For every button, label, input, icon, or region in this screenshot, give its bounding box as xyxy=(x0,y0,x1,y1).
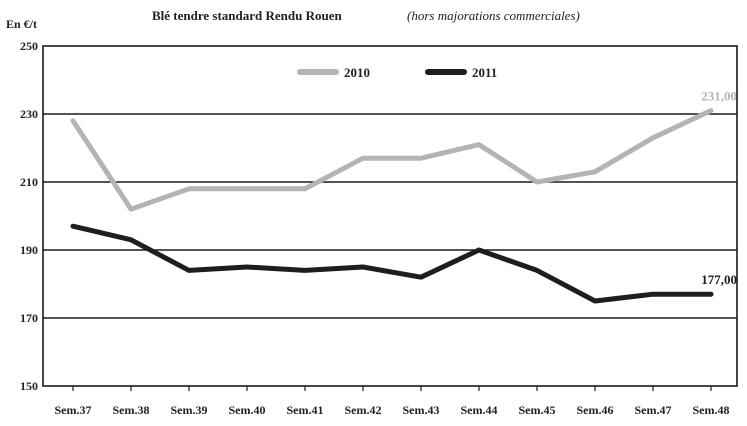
x-tick-label-11: Sem.48 xyxy=(693,403,730,417)
y-tick-label-190: 190 xyxy=(20,243,38,257)
x-tick-label-6: Sem.43 xyxy=(403,403,440,417)
data-point-2010-4 xyxy=(303,187,307,191)
end-value-label-2011: 177,00 xyxy=(701,272,737,287)
x-tick-label-1: Sem.38 xyxy=(113,403,150,417)
data-point-2011-9 xyxy=(593,299,597,303)
x-tick-label-8: Sem.45 xyxy=(519,403,556,417)
data-point-2010-9 xyxy=(593,170,597,174)
data-point-2011-5 xyxy=(361,265,365,269)
data-point-2010-2 xyxy=(187,187,191,191)
y-tick-label-250: 250 xyxy=(20,39,38,53)
x-tick-label-9: Sem.46 xyxy=(577,403,614,417)
data-point-2010-11 xyxy=(709,109,713,113)
end-labels: 231,00 177,00 xyxy=(701,89,737,288)
data-point-2010-7 xyxy=(477,143,481,147)
data-point-2010-5 xyxy=(361,156,365,160)
x-tick-label-3: Sem.40 xyxy=(229,403,266,417)
data-point-2010-10 xyxy=(651,136,655,140)
data-point-2011-10 xyxy=(651,292,655,296)
legend: 2010 2011 xyxy=(297,65,497,80)
data-point-2010-0 xyxy=(71,119,75,123)
data-point-2011-4 xyxy=(303,268,307,272)
x-axis-ticks: Sem.37 Sem.38 Sem.39 Sem.40 Sem.41 Sem.42 Sem.… xyxy=(55,386,730,417)
legend-label-2011: 2011 xyxy=(472,65,497,80)
data-point-2010-1 xyxy=(129,207,133,211)
end-value-label-2010: 231,00 xyxy=(701,89,737,104)
data-point-2010-3 xyxy=(245,187,249,191)
chart-title: Blé tendre standard Rendu Rouen xyxy=(152,8,343,23)
x-tick-label-4: Sem.41 xyxy=(287,403,324,417)
unit-label: En €/t xyxy=(6,17,37,31)
data-point-2011-7 xyxy=(477,248,481,252)
x-tick-label-0: Sem.37 xyxy=(55,403,92,417)
data-point-2011-1 xyxy=(129,238,133,242)
data-point-2011-6 xyxy=(419,275,423,279)
x-tick-label-7: Sem.44 xyxy=(461,403,498,417)
x-tick-label-10: Sem.47 xyxy=(635,403,672,417)
y-tick-label-170: 170 xyxy=(20,311,38,325)
data-point-2011-3 xyxy=(245,265,249,269)
y-axis-ticks: 150 170 190 210 230 250 xyxy=(20,39,38,393)
data-point-2010-6 xyxy=(419,156,423,160)
plot-frame xyxy=(42,45,738,387)
series-line-2010 xyxy=(70,108,714,212)
gridlines xyxy=(43,113,737,319)
data-point-2011-11 xyxy=(709,292,713,296)
series-line-2011 xyxy=(70,223,714,304)
y-tick-label-210: 210 xyxy=(20,175,38,189)
y-tick-label-150: 150 xyxy=(20,379,38,393)
data-point-2010-8 xyxy=(535,180,539,184)
chart-subtitle: (hors majorations commerciales) xyxy=(407,8,580,23)
x-tick-label-5: Sem.42 xyxy=(345,403,382,417)
data-point-2011-8 xyxy=(535,268,539,272)
data-point-2011-2 xyxy=(187,268,191,272)
y-tick-label-230: 230 xyxy=(20,107,38,121)
x-tick-label-2: Sem.39 xyxy=(171,403,208,417)
legend-label-2010: 2010 xyxy=(344,65,370,80)
data-point-2011-0 xyxy=(71,224,75,228)
series-lines xyxy=(70,108,714,304)
